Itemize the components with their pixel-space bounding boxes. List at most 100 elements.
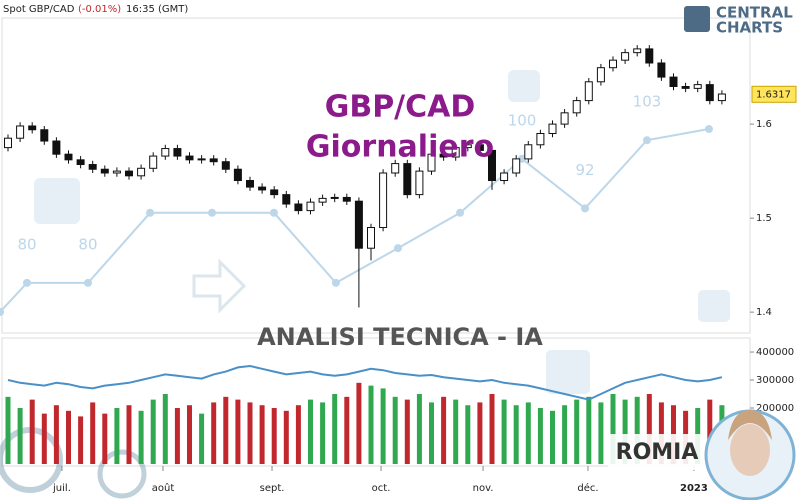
volume-average — [7, 364, 723, 401]
score-label: 80 — [17, 235, 36, 253]
score-point — [0, 308, 5, 317]
volume-bar — [477, 402, 483, 464]
symbol: Spot GBP/CAD — [3, 4, 75, 15]
candle-body — [209, 158, 218, 163]
volume-bar — [404, 399, 410, 464]
x-tick-label: juil. — [52, 483, 71, 494]
candle-body — [500, 172, 509, 182]
change: (-0.01%) — [78, 4, 121, 15]
candle-body — [294, 203, 303, 212]
volume-bar — [283, 410, 289, 464]
volume-bar — [259, 405, 265, 464]
volume-bar — [29, 399, 35, 464]
badge-box — [608, 434, 706, 470]
candle-body — [258, 186, 267, 191]
candle-body — [415, 170, 424, 196]
score-point — [146, 208, 155, 217]
volume-bar — [174, 408, 180, 464]
volume-bar — [586, 396, 592, 464]
candle-body — [185, 155, 194, 161]
volume-bar — [235, 399, 241, 464]
candle-body — [524, 144, 533, 160]
y-tick-label: 1.6 — [756, 119, 772, 130]
x-tick-label: déc. — [577, 482, 598, 494]
candle-body — [76, 159, 85, 166]
candle-body — [367, 227, 375, 249]
candle-body — [246, 180, 254, 188]
volume-bar — [53, 405, 59, 464]
volume-bar — [537, 408, 543, 464]
score-point — [581, 204, 590, 213]
y-tick-label: 1.5 — [756, 213, 772, 224]
volume-bar — [223, 396, 229, 464]
candle-body — [645, 48, 654, 64]
volume-bar — [150, 399, 156, 464]
volume-bar — [90, 402, 96, 464]
volume-bar — [295, 405, 301, 464]
volume-tick-label: 300000 — [756, 375, 794, 386]
arrow-icon — [192, 258, 247, 314]
volume-bar — [380, 388, 386, 464]
volume-bar — [707, 399, 713, 464]
candle-body — [633, 48, 642, 54]
volume-panel — [1, 337, 751, 467]
candle-body — [705, 84, 714, 102]
plot-layer: 80 80 100 92 103 1.4 1.5 1.6 1.6317 200000 300000 4… — [0, 45, 797, 494]
avatar — [704, 409, 796, 500]
score-label: 103 — [633, 93, 662, 111]
score-point — [269, 208, 278, 217]
badge: ROMIA — [616, 440, 699, 465]
volume-bar — [102, 413, 108, 464]
candle-body — [28, 125, 37, 131]
candle-body — [584, 81, 593, 102]
candle-body — [52, 140, 61, 155]
volume-bar — [5, 396, 11, 464]
score-point — [704, 125, 713, 134]
volume-bar — [332, 394, 338, 464]
candle-body — [693, 84, 702, 89]
volume-bar — [320, 402, 326, 464]
volume-bar — [489, 394, 495, 464]
volume-bar — [598, 402, 604, 464]
score-label: 92 — [576, 161, 595, 179]
candle-body — [306, 201, 315, 212]
brand: CENTRAL — [716, 4, 793, 22]
volume-bar — [199, 413, 205, 464]
price-panel — [1, 17, 751, 334]
candle-body — [681, 85, 690, 89]
volume-bar — [247, 402, 253, 464]
volume-bar — [78, 416, 84, 464]
logo-mark — [684, 6, 710, 32]
volume-bar — [271, 408, 277, 464]
candle-body — [197, 158, 206, 161]
candle-body — [427, 153, 436, 172]
candle-body — [125, 170, 133, 177]
candle-body — [137, 167, 146, 177]
icon — [698, 290, 730, 322]
score-point — [83, 278, 92, 287]
volume-bar — [344, 396, 350, 464]
volume-bar — [550, 410, 555, 464]
volume-bar — [138, 410, 144, 464]
volume-bar — [187, 405, 192, 464]
avatar-hair — [728, 410, 772, 440]
volume-bar — [66, 410, 71, 464]
candle-body — [548, 123, 557, 135]
candle-body — [391, 163, 400, 174]
volume-bar — [41, 413, 47, 464]
candle-body — [354, 200, 363, 249]
candle-body — [439, 153, 448, 158]
volume-bar — [356, 382, 362, 464]
volume-bar — [441, 396, 447, 464]
annotation: ANALISI TECNICA - IA — [257, 323, 543, 351]
icon — [97, 449, 147, 499]
volume-bar — [368, 385, 374, 464]
candle-body — [149, 155, 158, 169]
score-point — [393, 244, 402, 253]
volume-bar — [416, 394, 422, 464]
volume-bar — [634, 396, 640, 464]
chart-title: GBP/CAD — [325, 90, 476, 125]
score-label: 80 — [78, 235, 97, 253]
candle-body — [16, 125, 25, 139]
